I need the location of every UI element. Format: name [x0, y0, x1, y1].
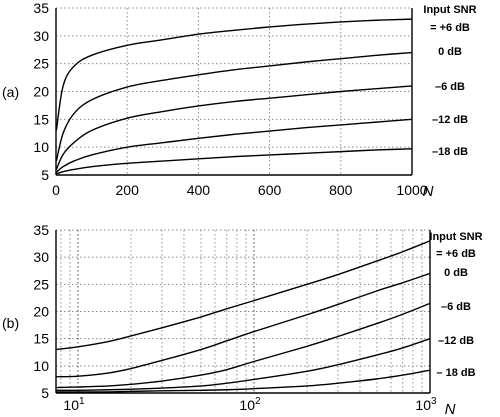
y-tick-label: 10 — [33, 139, 49, 155]
series-line — [55, 18, 413, 131]
y-tick-label: 25 — [33, 56, 49, 72]
series-label: –18 dB — [432, 146, 468, 158]
y-tick-label: 30 — [33, 28, 49, 44]
series-label: 0 dB — [438, 46, 462, 58]
x-tick-label: 102 — [239, 396, 261, 413]
x-tick-label: 103 — [415, 396, 437, 413]
x-tick-label: 200 — [116, 182, 140, 198]
y-tick-label: 20 — [33, 84, 49, 100]
x-tick-label: 1000 — [396, 182, 427, 198]
y-tick-label: 20 — [33, 304, 49, 320]
x-axis-label: N — [423, 183, 434, 200]
series-line — [55, 85, 413, 170]
series-label: 0 dB — [444, 267, 468, 279]
panel-label: (b) — [2, 315, 19, 331]
panel-b-chart: 5 10 15 20 25 30 35 101 102 103 N (b) Input SNR = +6 … — [2, 222, 483, 417]
series-line — [55, 118, 413, 173]
series-label: Input SNR — [429, 231, 482, 243]
series-label: = +6 dB — [430, 22, 470, 34]
x-tick-label: 800 — [329, 182, 353, 198]
y-tick-label: 35 — [33, 0, 49, 16]
series-label: Input SNR — [423, 4, 476, 16]
x-tick-label: 0 — [52, 182, 60, 198]
series-label: –12 dB — [432, 114, 468, 126]
x-tick-label: 600 — [258, 182, 282, 198]
y-tick-label: 30 — [33, 249, 49, 265]
series-line — [55, 272, 431, 378]
y-tick-label: 10 — [33, 358, 49, 374]
series-line — [55, 338, 431, 392]
y-tick-label: 15 — [33, 331, 49, 347]
panel-label: (a) — [2, 84, 19, 100]
series-label: = +6 dB — [436, 248, 476, 260]
series-line — [56, 148, 413, 175]
y-tick-label: 5 — [41, 167, 49, 183]
y-tick-label: 25 — [33, 276, 49, 292]
series-line — [55, 302, 431, 389]
y-tick-label: 15 — [33, 111, 49, 127]
y-tick-label: 5 — [41, 385, 49, 401]
y-tick-label: 35 — [33, 222, 49, 238]
x-tick-label: 400 — [187, 182, 211, 198]
series-label: –12 dB — [438, 335, 474, 347]
series-label: – 18 dB — [436, 367, 475, 379]
x-axis-label: N — [445, 401, 456, 417]
series-line — [55, 51, 413, 162]
x-tick-label: 101 — [63, 396, 85, 413]
series-label: –6 dB — [441, 301, 471, 313]
series-line — [56, 369, 431, 393]
series-label: –6 dB — [435, 81, 465, 93]
series-line — [55, 240, 431, 351]
